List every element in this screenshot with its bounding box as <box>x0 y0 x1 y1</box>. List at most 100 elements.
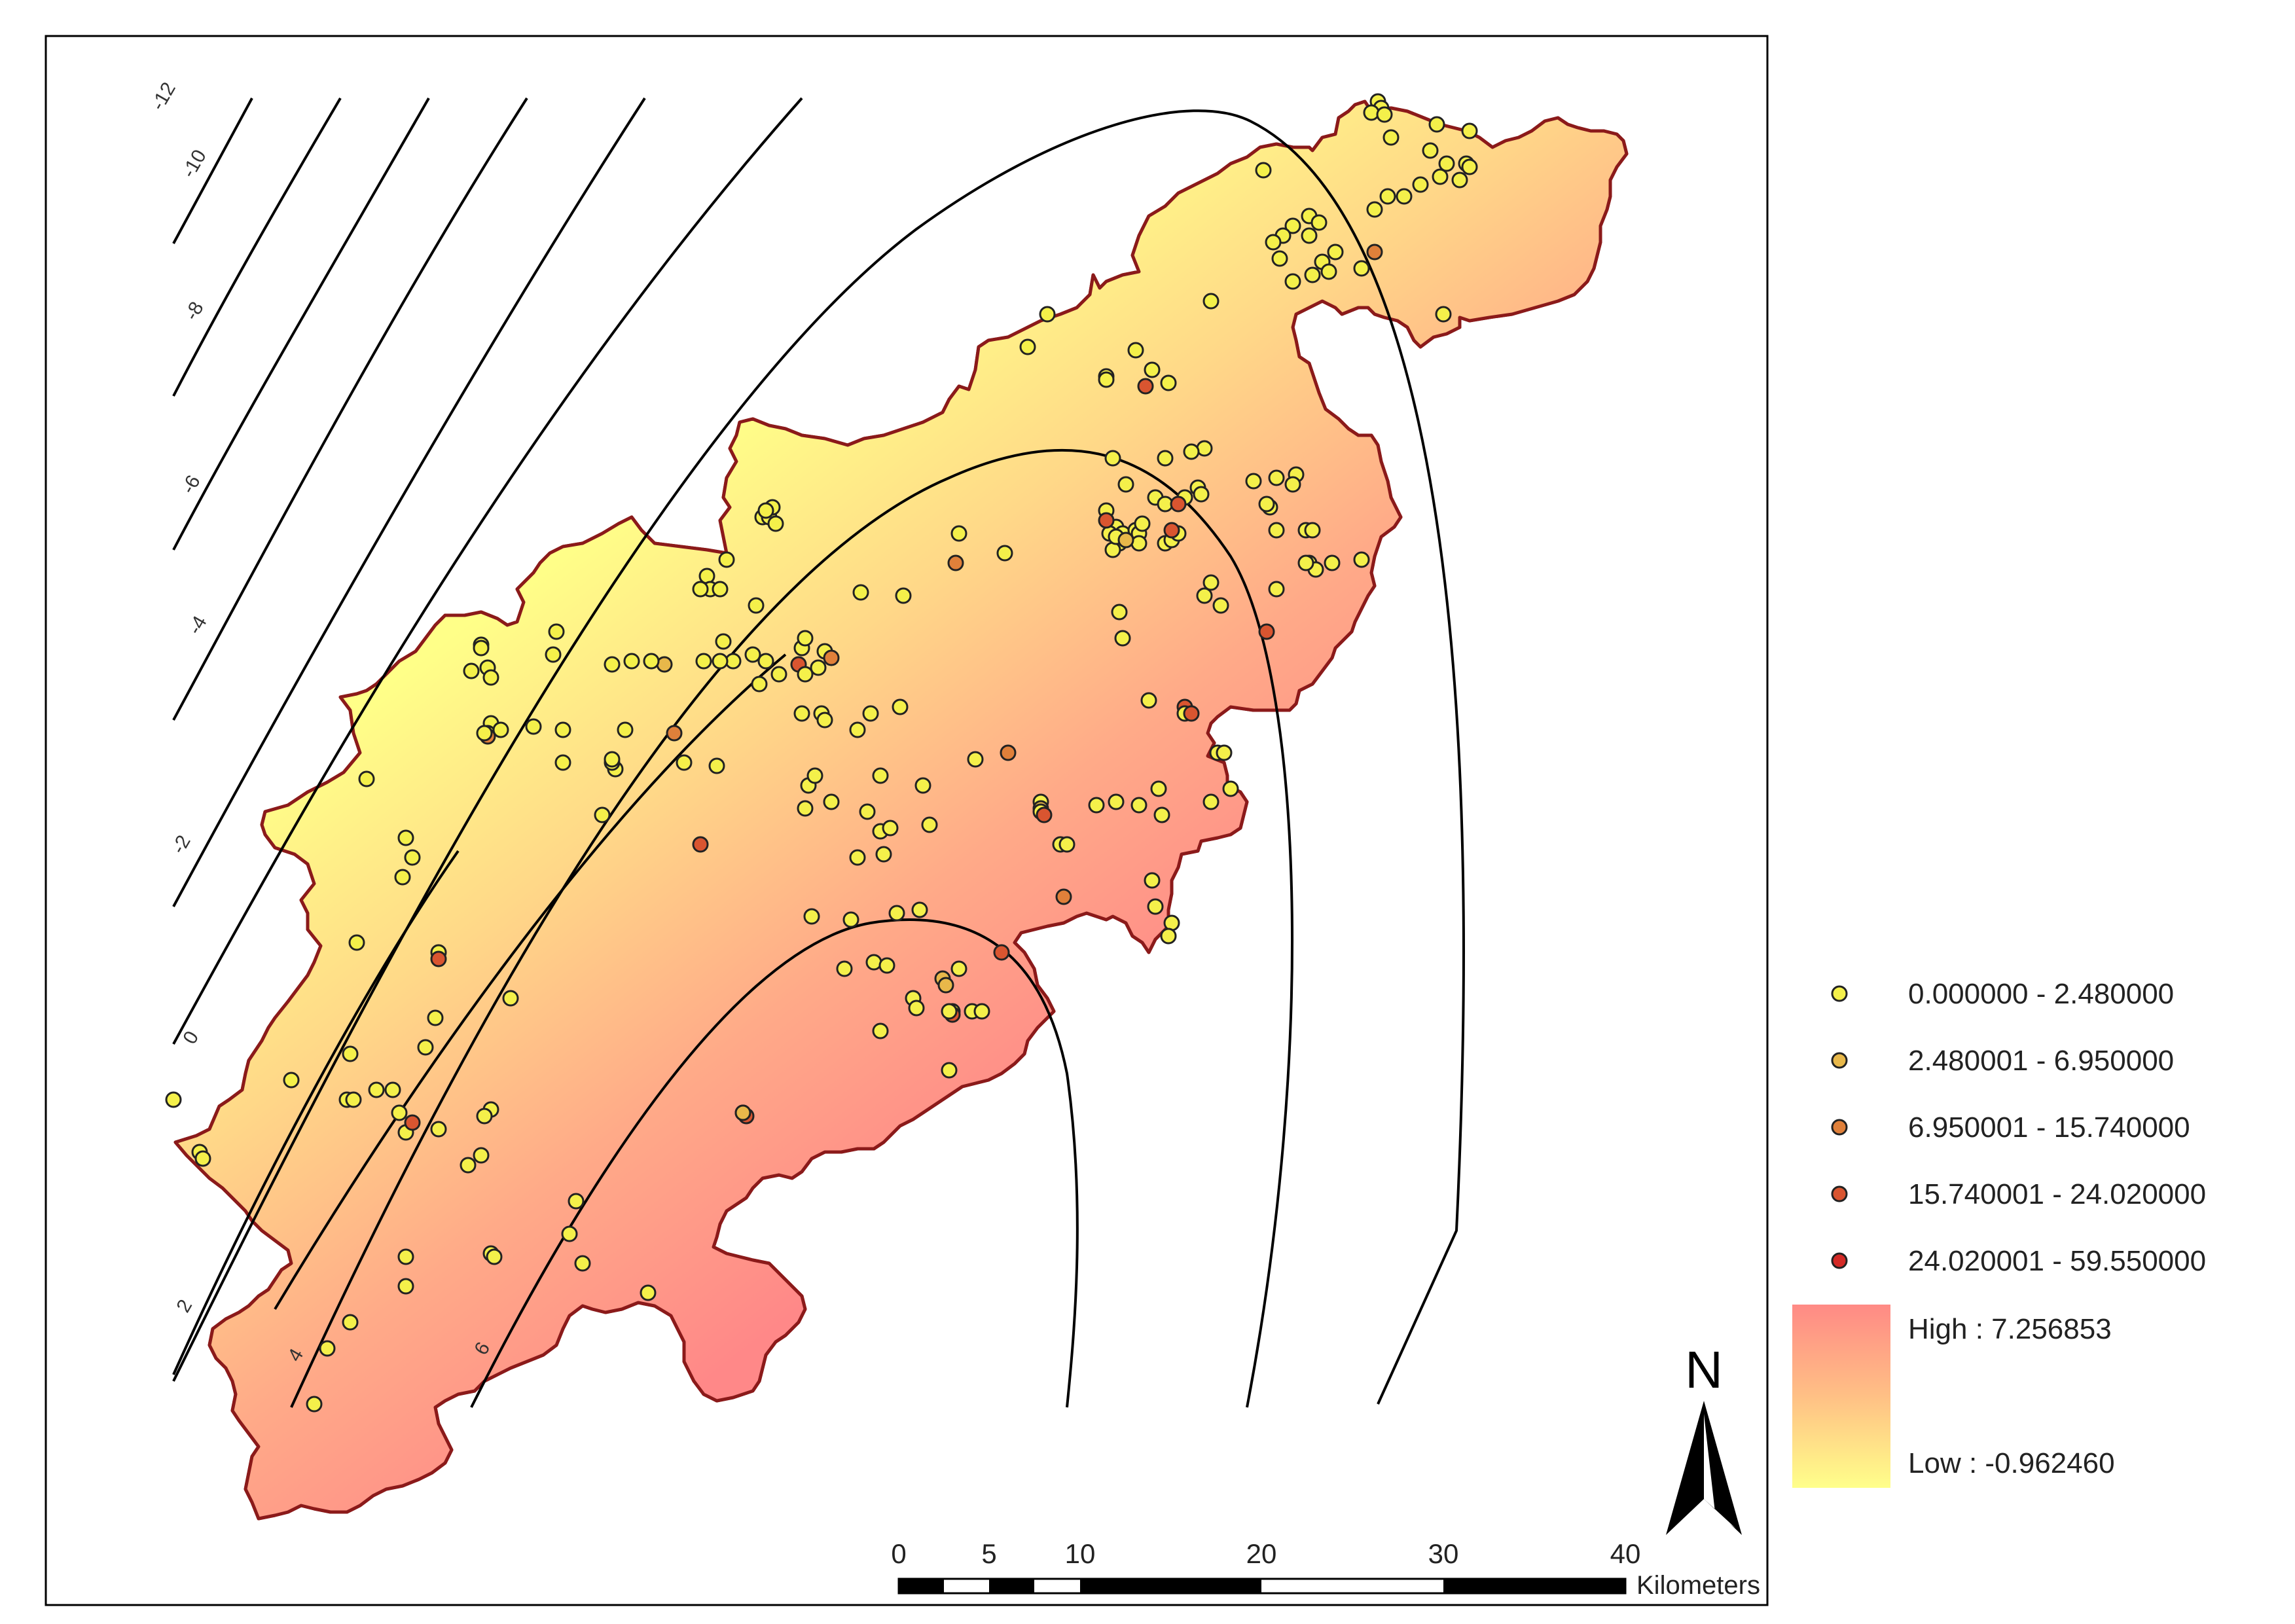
sample-point <box>1379 188 1396 205</box>
sample-point <box>404 849 421 866</box>
sample-point <box>623 653 640 670</box>
sample-point <box>1324 554 1341 571</box>
sample-point <box>941 1003 958 1020</box>
scale-bar-tick: 30 <box>1428 1538 1459 1569</box>
sample-point <box>1366 244 1383 261</box>
sample-point <box>993 944 1010 961</box>
contour-line <box>470 918 1079 1408</box>
sample-point <box>1202 793 1220 810</box>
legend-class-symbol <box>1831 1185 1848 1202</box>
sample-point <box>1157 450 1174 467</box>
scale-bar-tick: 20 <box>1246 1538 1277 1569</box>
legend-class-label: 24.020001 - 59.550000 <box>1908 1245 2206 1277</box>
sample-point <box>947 554 964 571</box>
sample-point <box>1104 541 1121 558</box>
sample-point <box>757 502 774 519</box>
scale-bar-tick: 10 <box>1065 1538 1096 1569</box>
sample-point <box>1104 450 1121 467</box>
sample-point <box>692 836 709 853</box>
sample-point <box>1183 443 1200 460</box>
sample-point <box>1265 234 1282 251</box>
sample-point <box>1163 522 1180 539</box>
sample-point <box>1461 158 1478 175</box>
contour-line <box>172 97 646 907</box>
scale-bar-tick: 0 <box>891 1538 906 1569</box>
sample-point <box>430 950 447 967</box>
sample-point <box>888 905 905 922</box>
sample-point <box>1153 806 1170 823</box>
sample-point <box>1363 104 1380 121</box>
sample-point <box>1422 142 1439 159</box>
sample-point <box>1396 188 1413 205</box>
sample-point <box>1301 227 1318 244</box>
sample-point <box>676 754 693 771</box>
sample-point <box>734 1104 751 1121</box>
sample-point <box>319 1340 336 1357</box>
contour-line <box>274 653 787 1310</box>
sample-point <box>921 816 938 833</box>
sample-point <box>1268 469 1285 486</box>
sample-point <box>744 646 761 663</box>
sample-point <box>1258 623 1275 640</box>
sample-point <box>715 633 732 650</box>
sample-point <box>797 630 814 647</box>
sample-point <box>806 767 823 784</box>
sample-point <box>502 990 519 1007</box>
sample-point <box>1000 744 1017 761</box>
sample-point <box>914 777 931 794</box>
sample-point <box>797 800 814 817</box>
sample-point <box>1039 306 1056 323</box>
sample-point <box>306 1396 323 1413</box>
sample-point <box>911 901 928 918</box>
sample-point <box>937 977 954 994</box>
sample-point <box>1216 744 1233 761</box>
legend-class-label: 2.480001 - 6.950000 <box>1908 1045 2174 1077</box>
sample-point <box>1196 440 1213 457</box>
sample-point <box>712 653 729 670</box>
scale-bar-tick: 40 <box>1610 1538 1641 1569</box>
sample-point <box>368 1081 385 1098</box>
sample-point <box>941 1062 958 1079</box>
contour-line <box>172 97 342 397</box>
sample-point <box>1271 250 1288 267</box>
sample-point <box>892 698 909 715</box>
sample-point <box>1140 692 1157 709</box>
sample-point <box>1117 532 1134 549</box>
sample-point <box>1451 171 1468 189</box>
scale-bar: 0 5 10 20 30 40 Kilometers <box>891 1538 1760 1600</box>
sample-point <box>1127 342 1144 359</box>
sample-point <box>793 705 810 722</box>
sample-point <box>1461 122 1478 139</box>
sample-point <box>417 1039 434 1056</box>
sample-point <box>865 954 882 971</box>
sample-point <box>1160 928 1177 945</box>
sample-point <box>554 721 571 738</box>
scale-bar-tick: 5 <box>981 1538 996 1569</box>
sample-point <box>859 803 876 820</box>
sample-point <box>342 1045 359 1062</box>
sample-point <box>492 721 509 738</box>
sample-point <box>194 1150 211 1167</box>
sample-point <box>996 545 1013 562</box>
sample-point <box>427 1009 444 1026</box>
sample-point <box>348 934 365 951</box>
sample-point <box>554 754 571 771</box>
sample-point <box>1258 496 1275 513</box>
sample-point <box>561 1225 578 1242</box>
sample-point <box>1144 872 1161 889</box>
sample-point <box>1304 522 1321 539</box>
sample-point <box>1117 476 1134 493</box>
sample-point <box>973 1003 990 1020</box>
surface-legend-swatch <box>1792 1305 1890 1488</box>
sample-point <box>852 584 869 601</box>
legend-class-symbol <box>1831 1252 1848 1269</box>
sample-point <box>708 757 725 774</box>
sample-point <box>1353 260 1370 277</box>
class-legend: 0.000000 - 2.480000 2.480001 - 6.950000 6.… <box>1831 978 2206 1277</box>
sample-point <box>1297 554 1314 571</box>
sample-point <box>803 908 820 925</box>
legend-class-label: 6.950001 - 15.740000 <box>1908 1111 2190 1144</box>
sample-point <box>460 1157 477 1174</box>
sample-point <box>872 1022 889 1039</box>
sample-point <box>1055 888 1072 905</box>
